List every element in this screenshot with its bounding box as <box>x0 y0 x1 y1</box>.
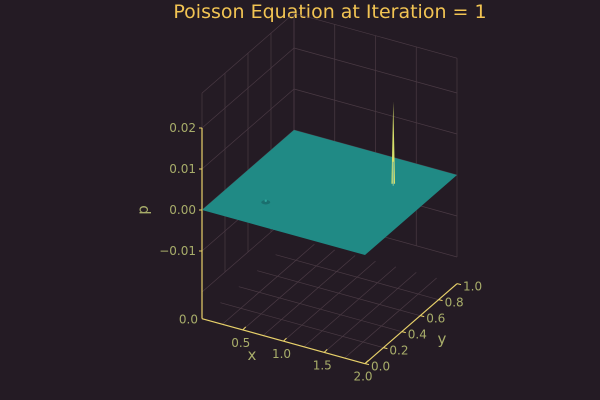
grid-line <box>324 272 417 353</box>
z-axis-title: p <box>134 205 152 215</box>
z-tick-label: 0.02 <box>169 121 196 135</box>
x-axis-title: x <box>248 346 257 364</box>
chart-title: Poisson Equation at Iteration = 1 <box>173 1 486 23</box>
x-tick-label: 1.0 <box>272 347 291 361</box>
y-axis-line <box>364 283 458 365</box>
grid-line <box>201 47 295 129</box>
x-tick-label: 2.0 <box>353 370 372 384</box>
tick-labels: 0.020.010.00−0.010.00.51.01.52.00.00.20.… <box>159 121 482 384</box>
y-tick-label: 1.0 <box>463 280 482 294</box>
x-tick-label: 0.0 <box>179 313 198 327</box>
grid-line <box>293 47 458 94</box>
y-tick-mark <box>383 347 388 350</box>
grid-line <box>257 270 421 316</box>
y-tick-mark <box>456 283 462 286</box>
surface-plane <box>202 130 457 255</box>
grid-line <box>201 88 295 170</box>
grid-line <box>293 12 458 59</box>
y-tick-label: 0.8 <box>445 296 464 310</box>
x-tick-label: 1.5 <box>313 358 332 372</box>
y-tick-label: 0.6 <box>426 312 445 326</box>
z-tick-label: −0.01 <box>159 244 196 258</box>
dip-center <box>264 199 267 202</box>
grid-line <box>222 244 315 325</box>
y-tick-label: 0.4 <box>408 328 427 342</box>
y-tick-label: 0.0 <box>371 360 390 374</box>
grid-line <box>242 249 335 331</box>
x-tick-label: 0.5 <box>231 336 250 350</box>
y-tick-mark <box>364 363 370 366</box>
grid-line <box>344 277 437 359</box>
x-tick-mark <box>242 326 247 331</box>
spike-mark <box>391 101 396 184</box>
surface <box>202 101 457 255</box>
grid-line <box>283 260 376 342</box>
grid-line <box>238 286 402 332</box>
grid-line <box>201 12 295 94</box>
grid-line <box>303 266 397 348</box>
grid-line <box>220 302 384 348</box>
z-tick-label: 0.01 <box>169 162 196 176</box>
x-tick-mark <box>283 337 287 342</box>
grid-line <box>262 255 356 336</box>
x-tick-mark <box>323 349 328 353</box>
y-tick-mark <box>420 315 425 318</box>
grid-line <box>293 88 458 135</box>
grid-line <box>275 254 439 300</box>
y-axis-title: y <box>438 330 447 348</box>
dip-mark <box>261 200 271 205</box>
y-tick-label: 0.2 <box>389 344 408 358</box>
y-tick-mark <box>401 331 406 334</box>
x-tick-mark <box>364 360 369 365</box>
y-tick-mark <box>438 299 443 302</box>
z-tick-label: 0.00 <box>169 203 196 217</box>
